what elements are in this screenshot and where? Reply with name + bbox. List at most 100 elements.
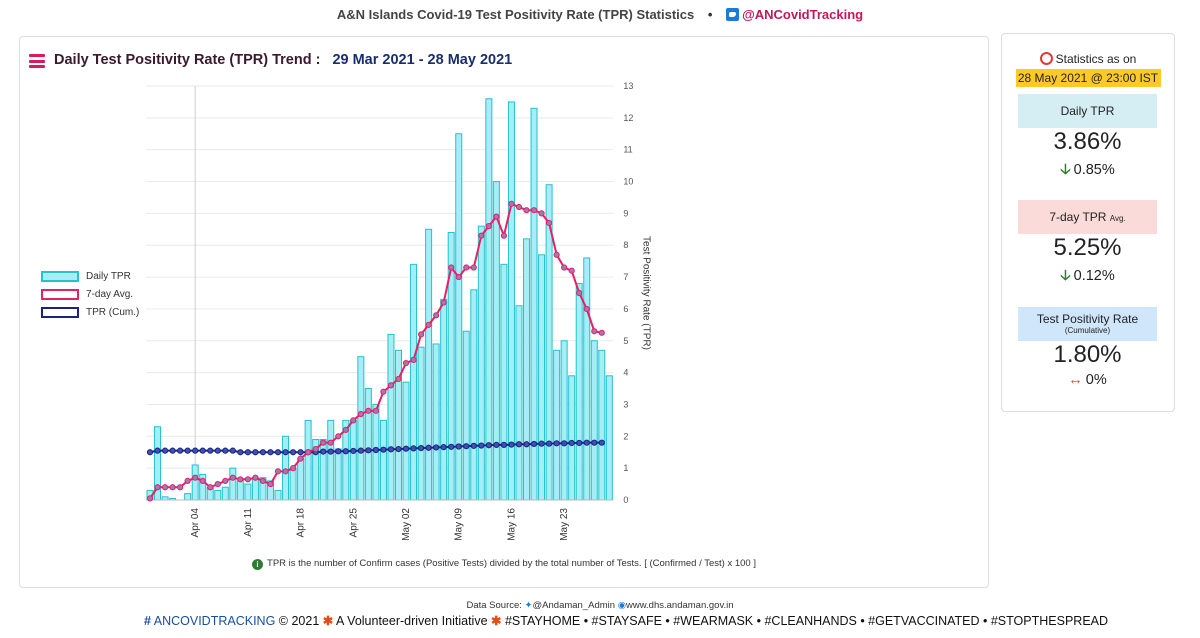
x-tick-label-7: May 23 [559, 508, 570, 541]
series-2-point-18 [282, 449, 289, 456]
bar-50 [523, 238, 530, 501]
twitter-handle-link[interactable]: @ANCovidTracking [742, 7, 864, 22]
bar-28 [357, 356, 365, 501]
legend-item-7day-avg[interactable]: 7-day Avg. [41, 285, 139, 303]
menu-icon[interactable] [29, 54, 45, 68]
series-1-point-42 [463, 264, 470, 271]
series-1-point-0 [146, 495, 154, 502]
legend-item-tpr-cum[interactable]: TPR (Cum.) [41, 303, 139, 321]
series-2-point-16 [267, 449, 274, 456]
stats-panel: Statistics as on 28 May 2021 @ 23:00 IST… [1001, 33, 1175, 412]
series-1-point-3 [169, 484, 176, 491]
y-tick-label-10: 10 [623, 177, 633, 187]
series-1-point-28 [357, 410, 364, 418]
series-1-point-39 [440, 299, 447, 306]
series-2-point-8 [207, 447, 214, 454]
twitter-icon: ✦ [524, 600, 533, 611]
twitter-icon [726, 8, 740, 21]
footer-copyright: © 2021 [278, 614, 320, 628]
bar-48 [507, 101, 515, 501]
series-1-point-31 [380, 388, 387, 395]
chart-note-text: TPR is the number of Confirm cases (Posi… [267, 558, 756, 569]
legend-label-avg: 7-day Avg. [86, 288, 134, 300]
bar-42 [462, 330, 470, 501]
header-separator: • [707, 7, 713, 22]
series-1-point-46 [493, 213, 500, 220]
series-2-point-56 [568, 439, 575, 447]
footer-initiative: A Volunteer-driven Initiative [336, 614, 488, 628]
x-tick-label-6: May 16 [506, 508, 517, 541]
series-2-point-27 [350, 447, 357, 455]
series-1-point-1 [154, 484, 161, 491]
series-1-point-5 [184, 477, 191, 484]
bar-18 [282, 435, 290, 501]
series-2-point-15 [259, 449, 267, 456]
stat-daily-label: Daily TPR [1018, 94, 1157, 128]
bar-59 [590, 340, 598, 501]
y-tick-label-8: 8 [623, 240, 628, 250]
series-2-point-19 [289, 449, 297, 456]
chart-card: Daily Test Positivity Rate (TPR) Trend :… [19, 36, 989, 588]
bar-45 [485, 98, 493, 501]
bar-6 [191, 464, 199, 501]
x-tick-label-4: May 02 [401, 508, 412, 541]
bar-43 [470, 289, 478, 501]
series-1-point-44 [478, 232, 485, 239]
series-1-point-7 [199, 477, 206, 484]
asterisk-icon: ✱ [491, 614, 502, 628]
bar-29 [364, 388, 372, 501]
series-2-point-14 [252, 449, 259, 456]
stat-daily-change: 🡣 0.85% [1018, 159, 1157, 184]
stat-7day-avg: 7-day TPR Avg. 5.25% 🡣 0.12% [1018, 200, 1157, 290]
y-tick-label-7: 7 [623, 272, 628, 282]
bar-34 [402, 381, 410, 501]
series-2-point-13 [244, 449, 251, 456]
series-2-point-54 [553, 440, 560, 447]
series-1-point-33 [395, 375, 402, 383]
stat-cum-value: 1.80% [1053, 341, 1122, 368]
data-source-web-link[interactable]: www.dhs.andaman.gov.in [625, 600, 734, 611]
x-tick-label-5: May 09 [454, 508, 465, 541]
legend-swatch-cum [41, 306, 79, 318]
series-2-point-10 [222, 447, 229, 454]
series-1-point-29 [365, 407, 372, 414]
live-indicator-icon [1039, 52, 1053, 65]
series-2-point-49 [515, 441, 523, 448]
stat-avg-label-text: 7-day TPR [1049, 210, 1107, 224]
bar-49 [515, 305, 523, 501]
bar-57 [575, 282, 583, 501]
stat-cum-change: ↔ 0% [1018, 372, 1157, 388]
bar-21 [304, 419, 312, 501]
bar-20 [297, 458, 305, 501]
bar-37 [425, 228, 433, 501]
stats-date-badge: 28 May 2021 @ 23:00 IST [1015, 69, 1161, 87]
chart-legend: Daily TPR 7-day Avg. TPR (Cum.) [41, 267, 139, 321]
series-2-point-5 [184, 447, 191, 454]
chart-title-text: Daily Test Positivity Rate (TPR) Trend : [54, 52, 321, 68]
stat-daily-change-text: 0.85% [1073, 162, 1115, 178]
bar-54 [553, 349, 561, 501]
series-1-point-58 [583, 305, 590, 313]
stat-cumulative: Test Positivity Rate (Cumulative) 1.80% ↔… [1018, 307, 1157, 388]
data-source: Data Source: ✦@Andaman_Admin ◉www.dhs.an… [0, 600, 1200, 611]
series-1-point-14 [252, 474, 259, 481]
bar-12 [236, 480, 244, 501]
stat-avg-label: 7-day TPR Avg. [1018, 200, 1157, 234]
series-1-point-56 [568, 267, 575, 274]
bar-36 [417, 346, 425, 501]
chart-date-range: 29 Mar 2021 - 28 May 2021 [332, 52, 513, 68]
bar-56 [568, 375, 576, 501]
series-2-point-35 [410, 445, 417, 452]
legend-swatch-daily [41, 270, 79, 282]
stats-heading-text: Statistics as on [1055, 52, 1137, 66]
legend-label-cum: TPR (Cum.) [86, 306, 140, 318]
page-header: A&N Islands Covid-19 Test Positivity Rat… [0, 7, 1200, 22]
bar-5 [184, 493, 192, 501]
series-2-point-59 [591, 439, 598, 446]
series-2-point-41 [455, 443, 462, 450]
series-1-point-59 [591, 328, 598, 335]
series-2-point-53 [545, 440, 553, 447]
legend-item-daily-tpr[interactable]: Daily TPR [41, 267, 139, 285]
data-source-twitter-link[interactable]: @Andaman_Admin [532, 600, 616, 611]
series-1-point-19 [289, 465, 297, 472]
